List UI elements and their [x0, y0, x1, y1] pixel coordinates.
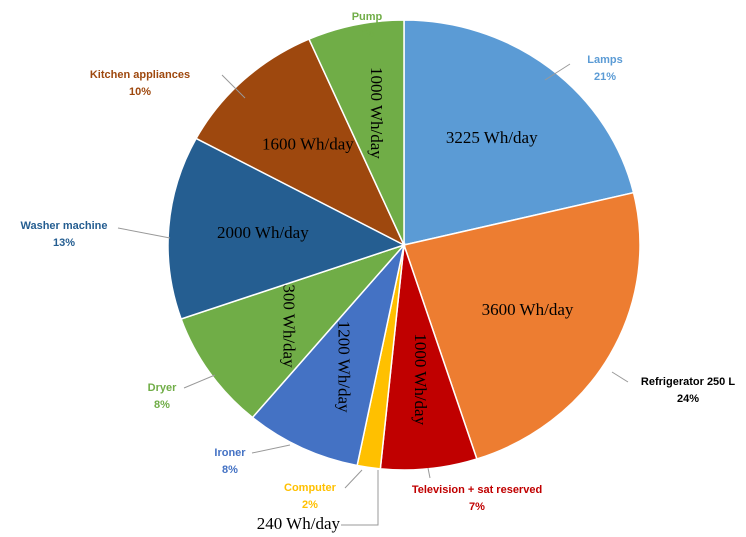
percent-label: 24%: [677, 393, 699, 405]
value-label: 2000 Wh/day: [217, 223, 309, 242]
pie-slice: [307, 19, 405, 246]
percent-label: 2%: [302, 499, 318, 511]
category-label: Computer: [284, 482, 337, 494]
category-label: Ironer: [214, 447, 246, 459]
pie-slice: [195, 38, 406, 247]
leader-line: [341, 470, 379, 526]
percent-label: 13%: [53, 237, 75, 249]
pie-slice: [180, 243, 407, 419]
value-label: 1200 Wh/day: [335, 321, 354, 413]
percent-label: 10%: [129, 86, 151, 98]
value-label: 1000 Wh/day: [367, 67, 386, 159]
category-label: Dryer: [148, 382, 177, 394]
pie-slice: [403, 191, 641, 460]
leader-line: [221, 74, 246, 99]
value-label: 1600 Wh/day: [262, 135, 354, 154]
value-label: 3600 Wh/day: [482, 300, 574, 319]
leader-line: [611, 371, 629, 383]
leader-line: [117, 227, 171, 239]
category-label: Television + sat reserved: [412, 484, 542, 496]
leader-line: [344, 469, 363, 489]
percent-label: 7%: [469, 501, 485, 513]
pie-slice: [403, 19, 635, 246]
percent-label: 8%: [222, 464, 238, 476]
leader-line: [251, 444, 291, 454]
category-label: Pump: [352, 11, 383, 23]
percent-label: 8%: [154, 399, 170, 411]
pie-slice: [167, 137, 406, 320]
category-label: Washer machine: [20, 220, 107, 232]
percent-label: 7%: [359, 28, 375, 40]
value-label: 240 Wh/day: [257, 514, 341, 533]
value-label: 3225 Wh/day: [446, 128, 538, 147]
value-label: 1000 Wh/day: [411, 333, 430, 425]
leader-line: [183, 374, 216, 389]
percent-label: 21%: [594, 71, 616, 83]
leader-line: [544, 63, 571, 81]
leader-line: [427, 467, 431, 479]
value-label: 1300 Wh/day: [280, 276, 299, 368]
pie-slice: [251, 242, 406, 467]
category-label: Lamps: [587, 54, 622, 66]
category-label: Kitchen appliances: [90, 69, 190, 81]
category-label: Refrigerator 250 L: [641, 376, 735, 388]
